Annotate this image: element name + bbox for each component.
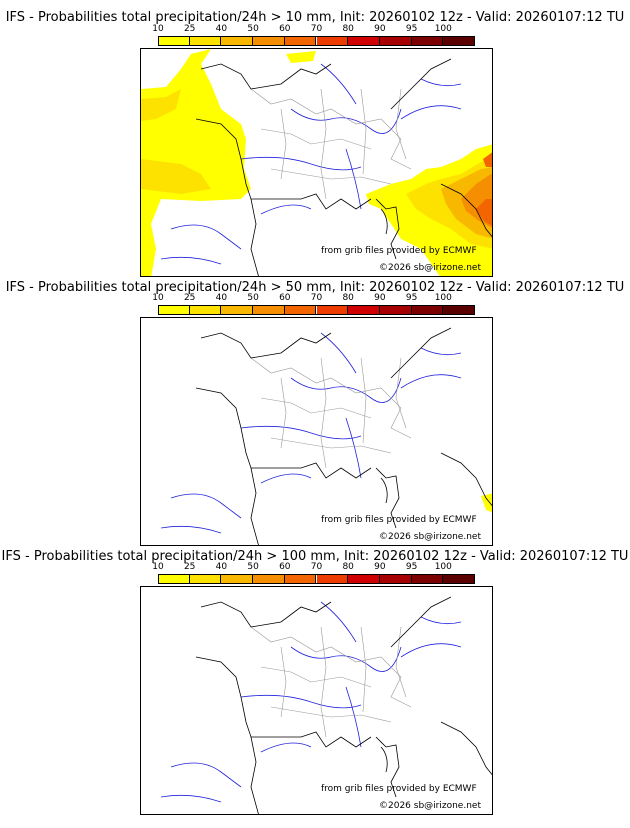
colorbar-frame [158,305,475,315]
colorbar-bin [348,305,380,315]
colorbar-tick-label: 95 [405,24,418,34]
colorbar-tick-label: 10 [152,24,164,34]
colorbar-bin [411,574,444,584]
colorbar-bin [221,574,254,584]
panel-2-precip-areas [481,493,492,513]
colorbar-bin [221,36,254,46]
colorbar-tick-label: 70 [310,562,323,572]
panel-1-borders [250,88,412,200]
panel-2-rivers [160,332,462,534]
colorbar-bin [316,36,349,46]
colorbar-tick-label: 95 [405,293,418,303]
panel-2-borders [250,357,412,469]
panel-1-copyright: ©2026 sb@irizone.net [379,263,481,273]
colorbar-bin [316,574,349,584]
colorbar-bin [189,305,222,315]
colorbar-tick-label: 80 [342,293,354,303]
colorbar-tick-label: 60 [279,24,291,34]
colorbar-bin [189,574,222,584]
panel-3-title: IFS - Probabilities total precipitation/… [1,549,629,564]
colorbar-tick-label: 80 [342,562,354,572]
colorbar-tick-label: 50 [247,562,259,572]
colorbar-tick-label: 40 [215,293,228,303]
colorbar-bin [221,305,254,315]
colorbar-bin [284,36,317,46]
colorbar-tick-label: 70 [310,24,323,34]
colorbar-tick-label: 100 [434,562,452,572]
colorbar-bin [189,36,222,46]
colorbar-bin [411,305,444,315]
colorbar-bin [158,305,190,315]
colorbar-bin [158,36,190,46]
colorbar-bin [379,305,412,315]
panel-1-map: from grib files provided by ECMWF ©2026 … [140,48,493,277]
colorbar-tick-label: 90 [374,293,386,303]
panel-3-rivers [160,601,462,803]
colorbar-tick-label: 25 [183,293,196,303]
panel-2-copyright: ©2026 sb@irizone.net [379,532,481,542]
colorbar-bin [411,36,444,46]
colorbar-tick-label: 10 [152,562,164,572]
panel-2-map: from grib files provided by ECMWF ©2026 … [140,317,493,546]
colorbar-bin [348,36,380,46]
colorbar-tick-label: 60 [279,293,291,303]
colorbar-bin [253,36,285,46]
colorbar-tick-label: 25 [183,562,196,572]
colorbar-bin [253,574,285,584]
panel-3-source-credit: from grib files provided by ECMWF [321,784,477,794]
colorbar-tick-label: 60 [279,562,291,572]
colorbar-bin [379,36,412,46]
colorbar-tick-label: 10 [152,293,164,303]
colorbar-tick-label: 90 [374,24,386,34]
colorbar-tick-label: 50 [247,24,259,34]
colorbar-bin [253,305,285,315]
colorbar-bin [379,574,412,584]
panel-3-map-svg [160,596,492,814]
colorbar-frame [158,36,475,46]
panel-1-title: IFS - Probabilities total precipitation/… [5,10,625,25]
panel-3-borders [250,626,412,738]
colorbar-tick-label: 90 [374,562,386,572]
panel-1-colorbar: 10 25 40 50 60 70 80 90 95 100 [152,24,475,46]
colorbar-tick-label: 25 [183,24,196,34]
panel-2-source-credit: from grib files provided by ECMWF [321,515,477,525]
colorbar-bin [158,574,190,584]
colorbar-tick-label: 50 [247,293,259,303]
colorbar-tick-label: 100 [434,293,452,303]
panel-3-map: from grib files provided by ECMWF ©2026 … [140,586,493,815]
panel-2-colorbar: 10 25 40 50 60 70 80 90 95 100 [152,293,475,315]
colorbar-tick-label: 95 [405,562,418,572]
colorbar-bin [316,305,349,315]
panel-1-precip-areas [141,49,492,276]
panel-2-coast [195,327,492,545]
panel-2-map-svg [160,327,492,545]
panel-3-colorbar: 10 25 40 50 60 70 80 90 95 100 [152,562,475,584]
colorbar-frame [158,574,475,584]
colorbar-tick-label: 40 [215,562,228,572]
panel-1-map-svg [141,49,492,276]
colorbar-tick-label: 70 [310,293,323,303]
colorbar-tick-label: 40 [215,24,228,34]
panel-3-copyright: ©2026 sb@irizone.net [379,801,481,811]
colorbar-bin [284,305,317,315]
panel-1-rivers [160,63,462,265]
panel-1-source-credit: from grib files provided by ECMWF [321,246,477,256]
colorbar-tick-label: 80 [342,24,354,34]
panel-2-title: IFS - Probabilities total precipitation/… [5,280,625,295]
panel-1-coast [195,58,492,276]
colorbar-tick-label: 100 [434,24,452,34]
colorbar-bin [284,574,317,584]
panel-3-coast [195,596,492,814]
colorbar-bin [348,574,380,584]
